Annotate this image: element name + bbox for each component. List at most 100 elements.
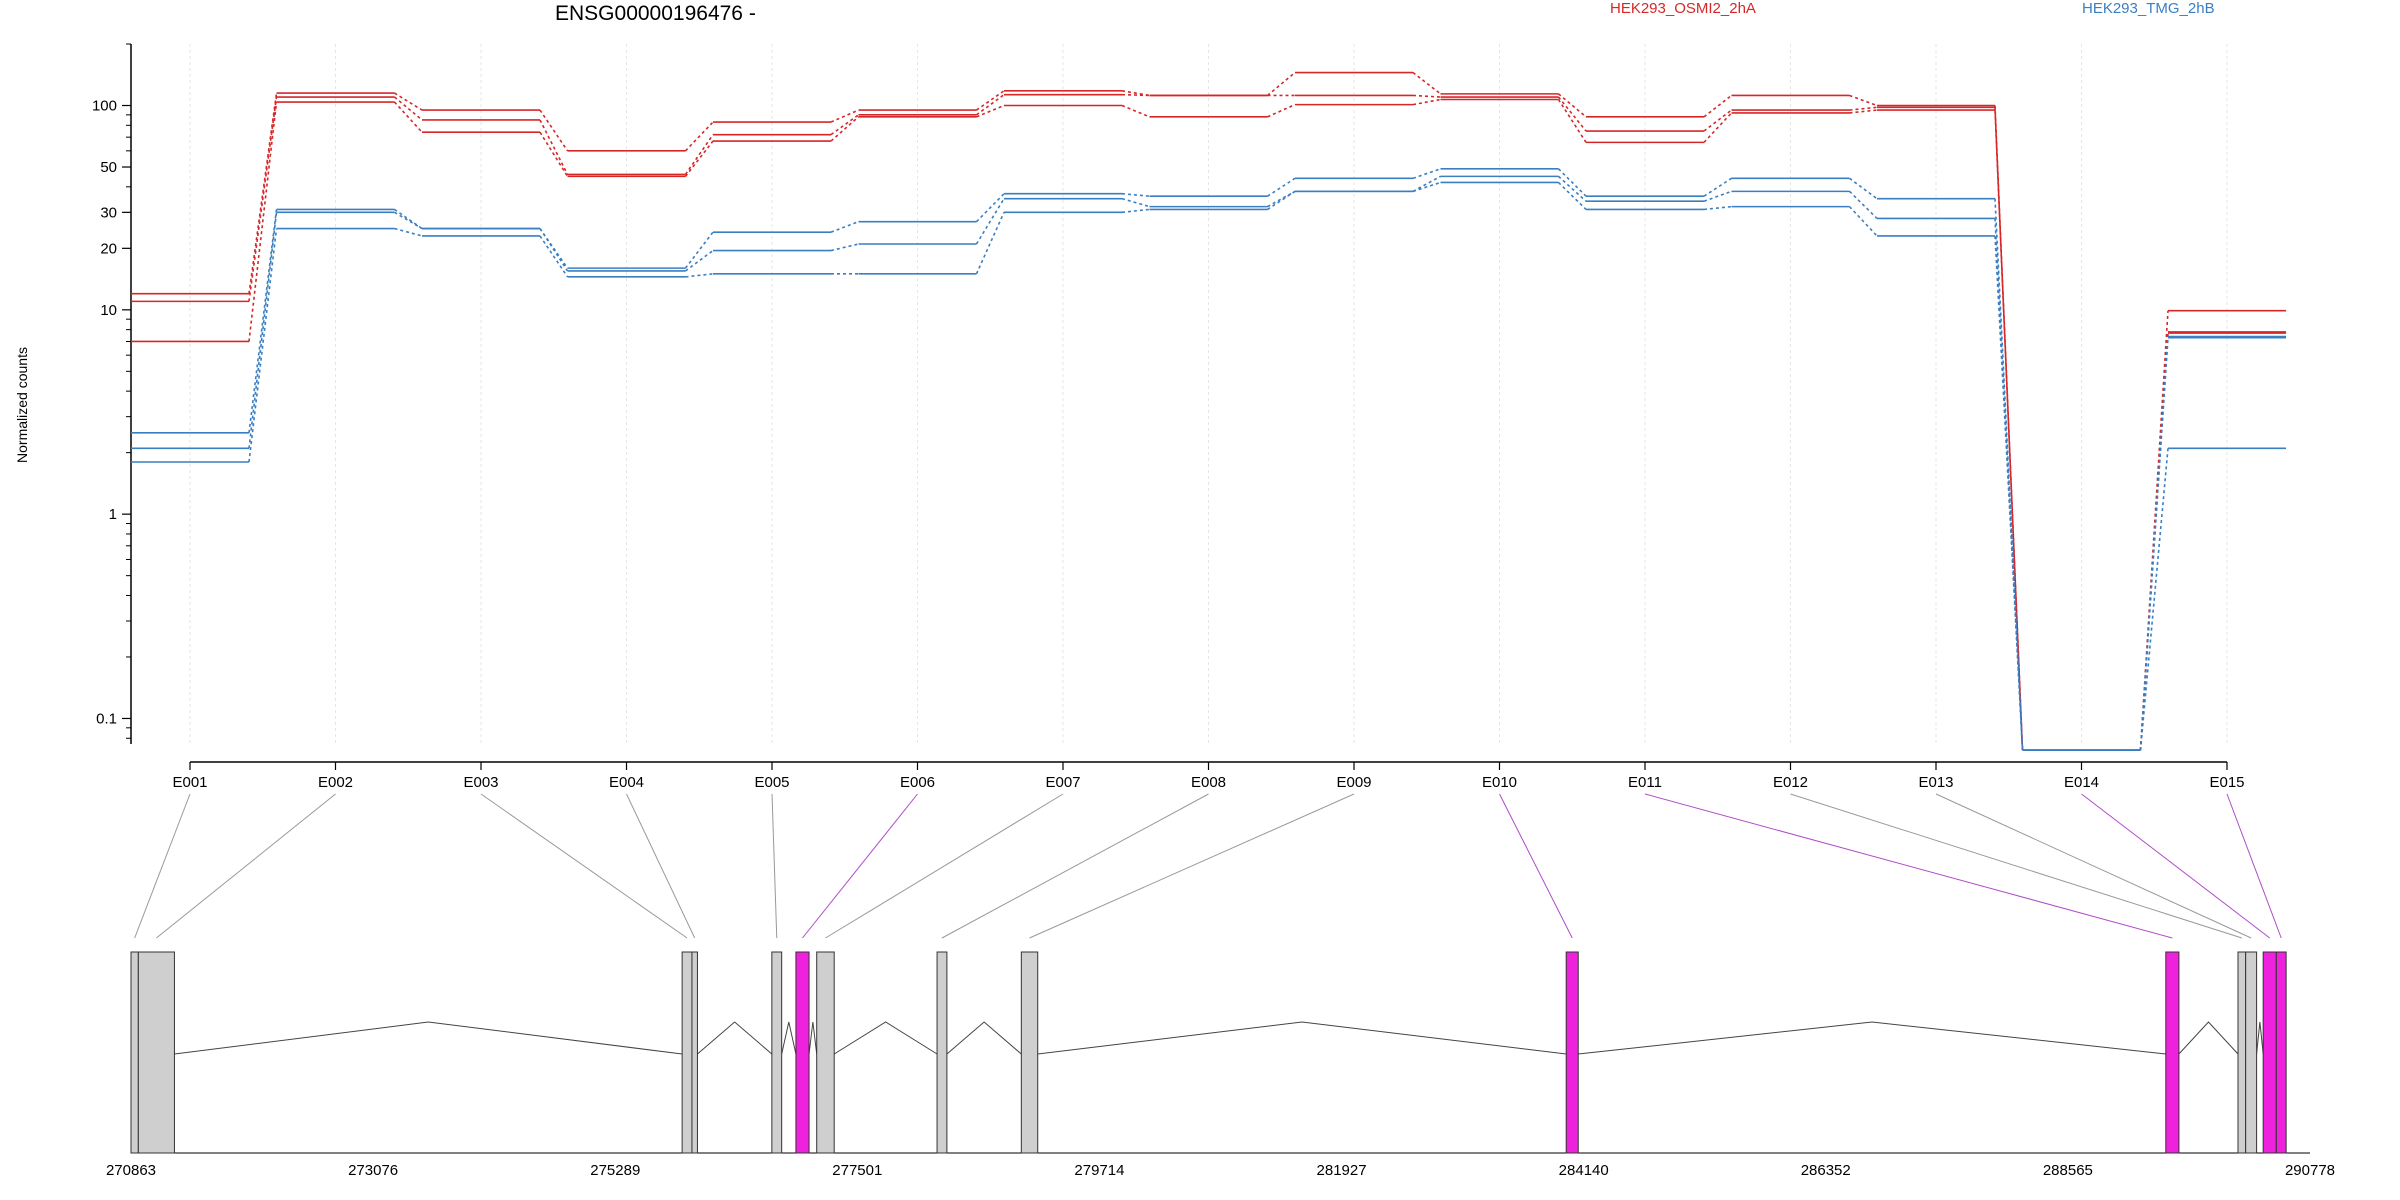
genome-coordinate-label: 277501 xyxy=(832,1162,882,1179)
series-1-line-0-connector xyxy=(248,209,278,433)
intron-line xyxy=(697,1021,773,1055)
y-tick-label: 1 xyxy=(109,506,117,523)
genome-coordinate-label: 290778 xyxy=(2285,1162,2335,1179)
y-tick-label: 100 xyxy=(92,98,117,115)
x-tick-label-e002: E002 xyxy=(318,774,353,791)
y-tick-label: 20 xyxy=(100,240,117,257)
series-0-line-0-connector xyxy=(1266,71,1296,97)
series-0-line-0-connector xyxy=(1703,94,1732,118)
exon-mapping-line-e010 xyxy=(1499,793,1573,939)
series-1-line-0-connector xyxy=(830,220,859,233)
series-1-line-1-connector xyxy=(975,198,1005,245)
exon-mapping-line-e001 xyxy=(134,793,191,939)
series-1-line-1-connector xyxy=(1121,197,1150,208)
exon-block-e008 xyxy=(936,951,948,1154)
intron-line xyxy=(174,1021,683,1055)
x-tick-label-e007: E007 xyxy=(1045,774,1080,791)
series-1-line-1-connector xyxy=(1848,190,1878,220)
x-tick-label-e013: E013 xyxy=(1918,774,1953,791)
series-1-line-1-connector xyxy=(685,249,714,272)
x-tick-label-e010: E010 xyxy=(1482,774,1517,791)
series-0-line-2-connector xyxy=(830,116,860,142)
series-1-line-1-connector xyxy=(1703,190,1732,202)
series-0-line-2-connector xyxy=(1849,109,1878,114)
series-0-line-2-connector xyxy=(1703,112,1733,143)
exon-block-e010 xyxy=(1565,951,1579,1154)
exon-mapping-line-e009 xyxy=(1029,793,1355,939)
exon-block-e005 xyxy=(771,951,783,1154)
genome-coordinate-label: 284140 xyxy=(1559,1162,1609,1179)
y-tick-label: 30 xyxy=(100,204,117,221)
series-1-line-2-connector xyxy=(685,273,714,278)
series-0-line-0-connector xyxy=(830,109,859,123)
exon-mapping-line-e008 xyxy=(941,793,1209,939)
x-tick-label-e008: E008 xyxy=(1191,774,1226,791)
series-1-line-1-connector xyxy=(394,211,423,230)
series-0-line-2-connector xyxy=(393,101,423,133)
legend-entry-series-b: HEK293_TMG_2hB xyxy=(2082,0,2215,17)
exon-mapping-line-e006 xyxy=(802,793,918,939)
series-0-line-2-connector xyxy=(1121,104,1150,118)
exon-block-e004 xyxy=(691,951,698,1154)
genome-coordinate-label: 270863 xyxy=(106,1162,156,1179)
series-0-line-1-connector xyxy=(830,114,859,136)
series-0-line-1-connector xyxy=(539,119,569,175)
series-1-line-0-connector xyxy=(684,231,714,269)
series-1-line-1-connector xyxy=(1267,190,1296,208)
exon-mapping-line-e002 xyxy=(156,793,336,939)
series-0-line-2-connector xyxy=(684,140,714,177)
genome-coordinate-label: 281927 xyxy=(1317,1162,1367,1179)
series-1-line-0-connector xyxy=(1849,177,1878,200)
series-1-line-2-connector xyxy=(1557,181,1587,211)
genome-coordinate-label: 286352 xyxy=(1801,1162,1851,1179)
series-1-line-0-connector xyxy=(1994,198,2024,751)
series-0-line-2-connector xyxy=(1994,110,2024,751)
x-tick-label-e005: E005 xyxy=(754,774,789,791)
series-1-line-1-connector xyxy=(539,228,569,272)
series-1-line-2-connector xyxy=(1848,206,1878,237)
x-tick-label-e003: E003 xyxy=(463,774,498,791)
series-1-line-2-connector xyxy=(1267,190,1296,211)
x-tick-label-e004: E004 xyxy=(609,774,644,791)
series-1-line-2-connector xyxy=(394,227,423,237)
series-0-line-2-connector xyxy=(539,131,569,177)
exon-mapping-line-e012 xyxy=(1790,793,2242,939)
x-tick-label-e001: E001 xyxy=(172,774,207,791)
legend-entry-series-a: HEK293_OSMI2_2hA xyxy=(1610,0,1756,17)
intron-line xyxy=(946,1021,1022,1055)
genome-coordinate-label: 273076 xyxy=(348,1162,398,1179)
intron-line xyxy=(1037,1021,1567,1055)
y-tick-label: 0.1 xyxy=(96,710,117,727)
series-0-line-1-connector xyxy=(1849,106,1878,111)
series-1-line-1-connector xyxy=(1412,175,1441,193)
exon-block-e006 xyxy=(795,951,810,1154)
genome-coordinate-label: 279714 xyxy=(1074,1162,1124,1179)
x-tick-label-e014: E014 xyxy=(2064,774,2099,791)
series-0-line-2-connector xyxy=(976,104,1005,118)
series-0-line-0-connector xyxy=(1412,71,1441,95)
series-1-line-1-connector xyxy=(2139,337,2169,751)
exon-block-e001 xyxy=(130,951,139,1154)
series-1-line-2-connector xyxy=(1994,235,2024,751)
series-1-line-1-connector xyxy=(830,243,859,252)
genome-coordinate-label: 275289 xyxy=(590,1162,640,1179)
series-1-line-0-connector xyxy=(1557,168,1587,197)
series-1-line-2-connector xyxy=(1703,205,1732,211)
x-tick-label-e015: E015 xyxy=(2209,774,2244,791)
intron-line xyxy=(781,1021,797,1055)
series-1-line-2-connector xyxy=(1121,208,1150,214)
x-tick-label-e006: E006 xyxy=(900,774,935,791)
series-0-line-0-connector xyxy=(394,92,423,111)
exon-mapping-line-e015 xyxy=(2226,793,2282,939)
series-0-line-1-connector xyxy=(1557,96,1587,132)
intron-line xyxy=(2178,1021,2239,1055)
series-1-line-2-connector xyxy=(539,235,569,278)
series-0-line-0-connector xyxy=(1121,90,1150,97)
exon-mapping-line-e007 xyxy=(825,793,1064,939)
exon-block-e009 xyxy=(1020,951,1039,1154)
intron-line xyxy=(833,1021,938,1055)
y-tick-label: 50 xyxy=(100,159,117,176)
exon-mapping-line-e011 xyxy=(1644,793,2173,939)
exon-mapping-line-e013 xyxy=(1935,793,2252,939)
